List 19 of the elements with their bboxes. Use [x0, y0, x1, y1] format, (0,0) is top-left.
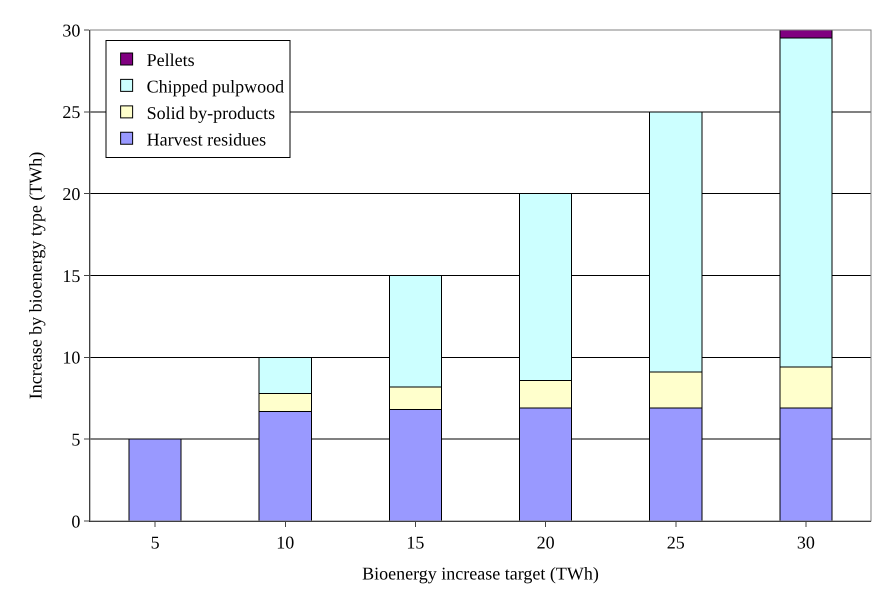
x-tick-label: 25 [666, 532, 685, 553]
y-tick-label: 10 [62, 348, 80, 368]
x-tick-label: 30 [796, 532, 815, 553]
x-tick-label: 5 [150, 532, 160, 553]
y-tick-label: 25 [62, 102, 80, 122]
x-tick-label: 20 [536, 532, 555, 553]
y-tick-label: 20 [62, 184, 80, 204]
legend-label: Pellets [146, 50, 195, 70]
legend-label: Harvest residues [146, 129, 266, 150]
y-tick-label: 0 [71, 511, 80, 532]
y-axis-title: Increase by bioenergy type (TWh) [26, 152, 46, 400]
x-tick-label: 15 [406, 532, 424, 553]
legend-label: Solid by-products [146, 102, 276, 123]
y-tick-label: 15 [62, 266, 80, 286]
y-tick-label: 30 [62, 20, 80, 40]
x-axis-title: Bioenergy increase target (TWh) [362, 564, 599, 584]
y-tick-label: 5 [71, 429, 80, 450]
x-tick-label: 10 [276, 532, 294, 553]
legend-label: Chipped pulpwood [146, 76, 284, 96]
